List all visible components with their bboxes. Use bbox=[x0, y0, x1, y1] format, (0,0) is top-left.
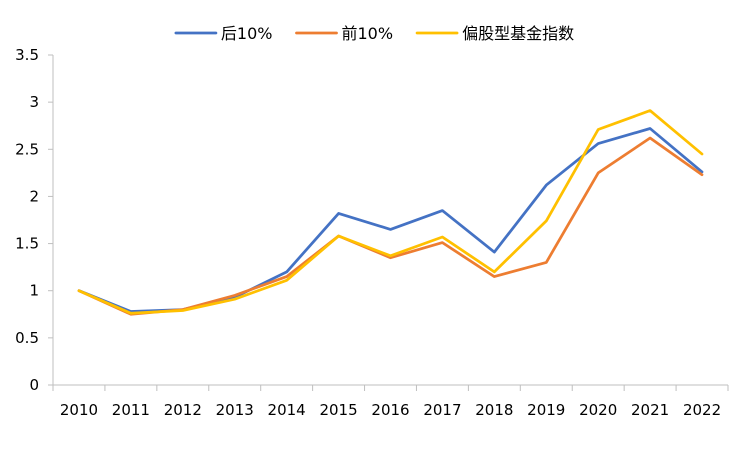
y-tick-label: 1.5 bbox=[15, 235, 39, 253]
x-tick-label: 2020 bbox=[579, 401, 617, 419]
y-tick-label: 2.5 bbox=[15, 140, 39, 158]
legend-label: 偏股型基金指数 bbox=[462, 24, 574, 43]
legend: 后10% 前10% 偏股型基金指数 bbox=[174, 24, 574, 43]
series-line-1 bbox=[77, 127, 704, 313]
y-tick-label: 3.5 bbox=[15, 46, 39, 64]
y-tick-label: 0 bbox=[29, 376, 39, 394]
x-tick-label: 2013 bbox=[216, 401, 254, 419]
y-tick-label: 1 bbox=[29, 282, 39, 300]
series-line-2 bbox=[77, 136, 704, 316]
plot-series bbox=[77, 109, 704, 316]
x-tick-label: 2011 bbox=[112, 401, 150, 419]
y-tick-label: 3 bbox=[29, 93, 39, 111]
x-tick-label: 2012 bbox=[164, 401, 202, 419]
legend-label: 后10% bbox=[221, 24, 273, 43]
y-tick-label: 2 bbox=[29, 187, 39, 205]
y-tick-label: 0.5 bbox=[15, 329, 39, 347]
legend-label: 前10% bbox=[341, 24, 393, 43]
y-axis: 0 0.5 1 1.5 2 2.5 3 3.5 bbox=[15, 46, 54, 394]
x-tick-label: 2019 bbox=[527, 401, 565, 419]
x-tick-label: 2010 bbox=[60, 401, 98, 419]
x-tick-label: 2015 bbox=[319, 401, 357, 419]
x-tick-label: 2014 bbox=[268, 401, 306, 419]
x-tick-label: 2017 bbox=[423, 401, 461, 419]
x-tick-label: 2021 bbox=[631, 401, 669, 419]
x-tick-label: 2016 bbox=[371, 401, 409, 419]
x-tick-label: 2018 bbox=[475, 401, 513, 419]
x-axis: 2010 2011 2012 2013 2014 2015 2016 2017 2018 2019… bbox=[52, 384, 729, 419]
series-line-3 bbox=[77, 109, 704, 315]
x-tick-label: 2022 bbox=[683, 401, 721, 419]
